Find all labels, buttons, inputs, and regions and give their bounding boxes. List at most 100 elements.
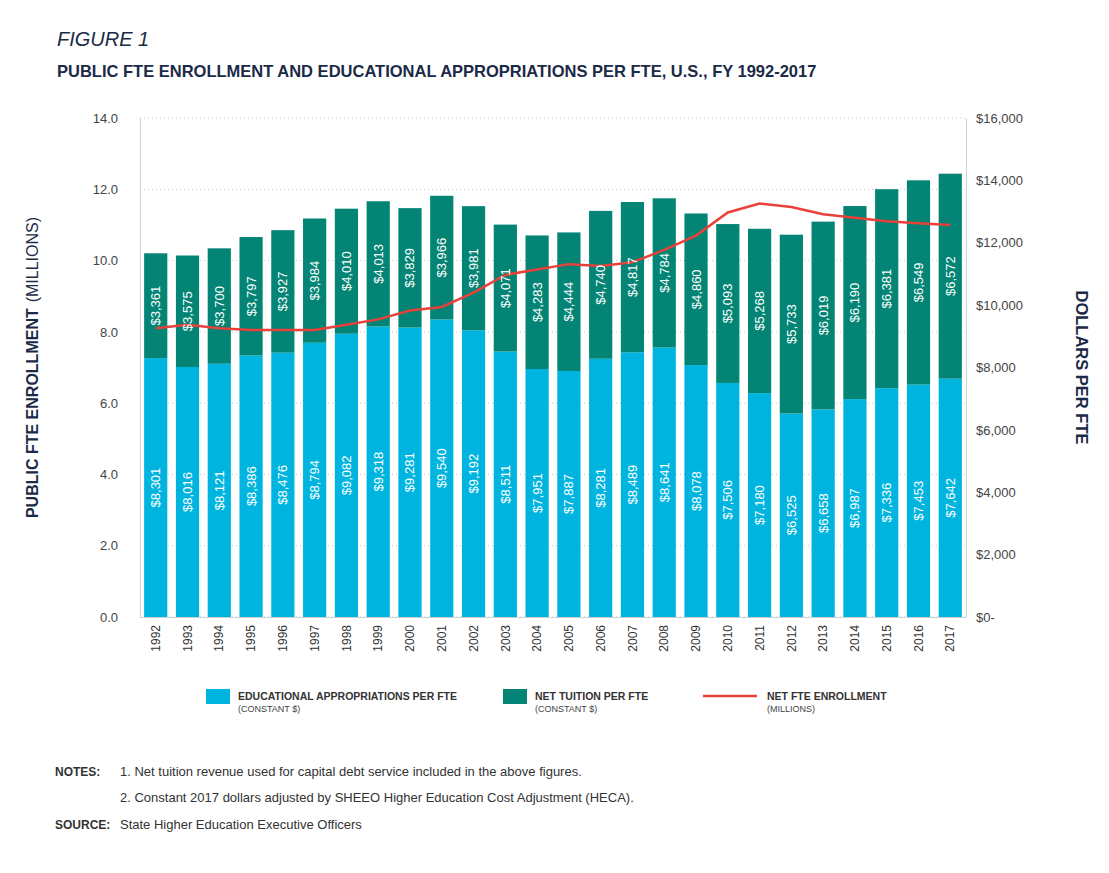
bar — [335, 209, 358, 334]
bar — [621, 202, 644, 352]
tick-label: 2017 — [943, 625, 957, 652]
data-label: $6,658 — [816, 493, 831, 533]
tick-label: 0.0 — [100, 610, 118, 625]
tick-label: 2000 — [403, 625, 417, 652]
grid-line — [140, 189, 966, 190]
bar — [494, 225, 517, 352]
tick-label: 8.0 — [100, 325, 118, 340]
bar — [653, 198, 676, 347]
tick: 12.0 — [93, 182, 140, 197]
tick-label: 1995 — [244, 625, 258, 652]
data-label: $4,860 — [689, 269, 704, 309]
tick: $10,000 — [966, 298, 1023, 313]
tick-label: $0- — [976, 610, 995, 625]
data-label: $9,318 — [371, 452, 386, 492]
bar — [589, 211, 612, 359]
bar — [176, 367, 199, 617]
data-label: $4,283 — [530, 282, 545, 322]
data-label: $6,525 — [784, 495, 799, 535]
bar — [462, 206, 485, 330]
legend-sublabel: (CONSTANT $) — [238, 704, 300, 714]
data-label: $3,927 — [275, 272, 290, 312]
tick: 10.0 — [93, 253, 140, 268]
bar — [494, 352, 517, 617]
tick: 2015 — [880, 617, 894, 652]
grid — [140, 118, 966, 617]
data-label: $7,951 — [530, 473, 545, 513]
axis: 0.02.04.06.08.010.012.014.0 — [93, 111, 141, 625]
tick-label: 2011 — [753, 625, 767, 651]
data-label: $8,476 — [275, 465, 290, 505]
axis: $0-$2,000$4,000$6,000$8,000$10,000$12,00… — [966, 111, 1023, 625]
tick-label: 2007 — [626, 625, 640, 652]
tick-label: 2016 — [912, 625, 926, 652]
data-label: $8,301 — [148, 468, 163, 508]
data-label: $4,740 — [593, 265, 608, 305]
bar — [271, 230, 294, 352]
data-label: $7,642 — [943, 478, 958, 518]
data-label: $9,540 — [434, 448, 449, 488]
tick: 2014 — [848, 617, 862, 652]
bar — [367, 326, 390, 617]
axis-title-unit: (MILLIONS) — [24, 217, 41, 302]
bar — [144, 253, 167, 358]
tick: $4,000 — [966, 485, 1016, 500]
data-label: $8,489 — [625, 465, 640, 505]
tick: 2011 — [753, 617, 767, 651]
tick-label: 10.0 — [93, 253, 118, 268]
data-label: $7,453 — [911, 481, 926, 521]
legend-swatch — [206, 689, 230, 704]
bar — [716, 224, 739, 383]
tick-label: 2.0 — [100, 538, 118, 553]
grid-line — [140, 260, 966, 261]
tick: 2006 — [594, 617, 608, 652]
legend-item: NET TUITION PER FTE(CONSTANT $) — [503, 689, 648, 714]
axis-line — [140, 119, 141, 618]
tick-label: 1993 — [181, 625, 195, 652]
tick-label: 1999 — [371, 625, 385, 652]
legend-swatch — [703, 695, 757, 698]
data-label: $6,572 — [943, 256, 958, 296]
data-label: $8,794 — [307, 460, 322, 500]
data-label: $6,381 — [879, 269, 894, 309]
data-label: $8,121 — [212, 470, 227, 510]
tick: 2.0 — [100, 538, 140, 553]
tick-label: $16,000 — [976, 111, 1023, 126]
tick-label: $6,000 — [976, 423, 1016, 438]
data-label: $3,966 — [434, 238, 449, 278]
legend-item: NET FTE ENROLLMENT(MILLIONS) — [703, 690, 887, 714]
data-label: $4,817 — [625, 257, 640, 297]
bar — [208, 248, 231, 363]
data-label: $6,549 — [911, 263, 926, 303]
data-label: $8,641 — [657, 462, 672, 502]
data-label: $5,733 — [784, 304, 799, 344]
bar — [716, 383, 739, 617]
bar — [303, 343, 326, 617]
page: {"chart_data": { "type": "bar", "stacked… — [0, 0, 1109, 873]
tick: 1995 — [244, 617, 258, 652]
line — [156, 204, 951, 331]
bar — [335, 334, 358, 617]
grid-line — [140, 617, 966, 618]
grid-line — [140, 545, 966, 546]
bar — [176, 256, 199, 367]
bar — [589, 359, 612, 617]
data-label: $7,506 — [720, 480, 735, 520]
bar — [748, 229, 771, 393]
bar — [271, 353, 294, 617]
data-label: $3,984 — [307, 261, 322, 301]
bar — [557, 371, 580, 617]
grid-line — [140, 118, 966, 119]
bar-series — [144, 174, 962, 414]
tick: 2007 — [626, 617, 640, 652]
axis-title: DOLLARS PER FTE — [1073, 290, 1091, 444]
bar — [526, 235, 549, 369]
data-label: $8,386 — [244, 466, 259, 506]
data-label: $8,511 — [498, 465, 513, 504]
tick-label: 2001 — [435, 625, 449, 652]
data-labels: $8,301$8,016$8,121$8,386$8,476$8,794$9,0… — [148, 238, 958, 535]
tick: 2012 — [785, 617, 799, 652]
source: State Higher Education Executive Officer… — [120, 817, 362, 832]
tick: 2017 — [943, 617, 957, 652]
bar — [208, 364, 231, 617]
